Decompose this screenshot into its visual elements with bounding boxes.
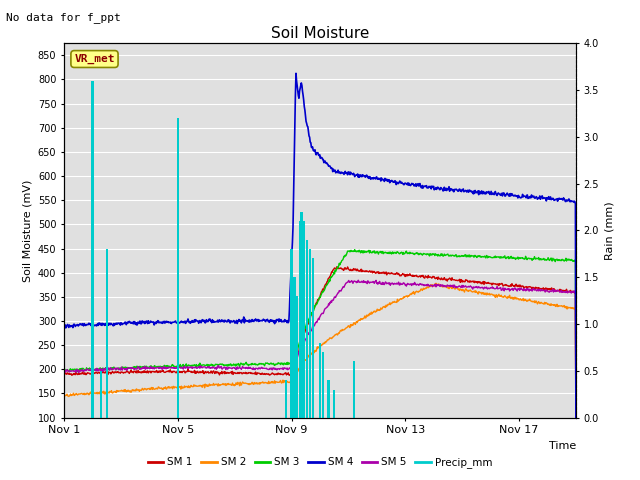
Y-axis label: Rain (mm): Rain (mm) [605,201,614,260]
Bar [100,371,102,418]
X-axis label: Time: Time [548,441,576,451]
Bar [299,221,301,418]
Bar [285,380,287,418]
Y-axis label: Soil Moisture (mV): Soil Moisture (mV) [22,179,32,282]
Title: Soil Moisture: Soil Moisture [271,25,369,41]
Text: No data for f_ppt: No data for f_ppt [6,12,121,23]
Bar [306,240,308,418]
Bar [293,277,296,418]
Bar [328,380,330,418]
Text: VR_met: VR_met [74,54,115,64]
Bar [312,258,314,418]
Bar [177,118,179,418]
Bar [296,296,298,418]
Bar [309,249,311,418]
Legend: SM 1, SM 2, SM 3, SM 4, SM 5, Precip_mm: SM 1, SM 2, SM 3, SM 4, SM 5, Precip_mm [143,453,497,472]
Bar [303,221,305,418]
Bar [300,212,303,418]
Bar [333,390,335,418]
Bar [291,249,292,418]
Bar [319,343,321,418]
Bar [106,249,108,418]
Bar [353,361,355,418]
Bar [92,81,93,418]
Bar [322,352,324,418]
